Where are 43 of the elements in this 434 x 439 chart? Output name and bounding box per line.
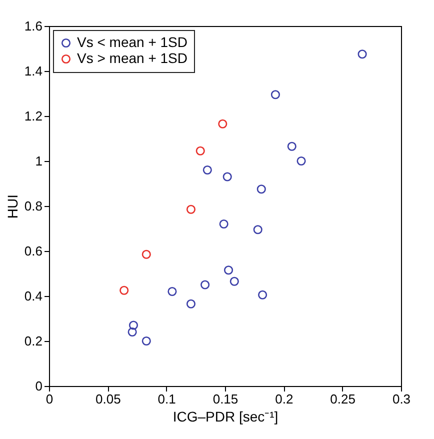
point	[196, 146, 205, 156]
x-axis-title: ICG–PDR [sec⁻¹]	[172, 408, 278, 424]
y-tick-label: 0.8	[24, 198, 42, 214]
y-tick-label: 1	[35, 154, 42, 168]
x-tick-label: 0	[46, 392, 54, 406]
point	[200, 280, 210, 290]
point	[296, 156, 306, 166]
y-tick-label: 1.6	[24, 18, 42, 34]
point	[128, 320, 138, 330]
point	[120, 286, 129, 295]
point	[270, 90, 280, 100]
y-tick-label: 0.4	[24, 288, 42, 304]
y-tick-label: 0.6	[24, 244, 42, 258]
point	[218, 119, 228, 128]
point	[128, 327, 137, 337]
legend-label: Vs > mean + 1SD	[77, 50, 188, 66]
y-axis-title: HUI	[4, 194, 20, 219]
x-tick-label: 0.25	[330, 392, 356, 406]
x-tick-label: 0.1	[158, 392, 176, 406]
point	[142, 250, 151, 259]
x-tick-label: 0.15	[212, 392, 238, 406]
legend-label: Vs < mean + 1SD	[77, 34, 188, 50]
point	[230, 276, 239, 286]
x-tick-label: 0.05	[96, 392, 121, 406]
point	[224, 266, 234, 275]
y-tick-label: 1.4	[24, 64, 42, 78]
point	[142, 336, 151, 346]
point	[168, 286, 177, 296]
x-tick-label: 0.3	[392, 392, 411, 406]
point	[256, 184, 266, 194]
point	[358, 50, 367, 59]
point	[186, 204, 196, 214]
point	[287, 142, 296, 151]
point	[222, 172, 232, 182]
point	[186, 299, 196, 308]
point	[202, 165, 212, 175]
y-tick-label: 0	[35, 378, 42, 394]
point	[219, 219, 228, 229]
x-tick-label: 0.2	[275, 392, 294, 406]
point	[253, 225, 262, 234]
y-tick-label: 1.2	[24, 108, 42, 124]
y-tick-label: 0.2	[24, 334, 42, 348]
point	[258, 290, 268, 300]
